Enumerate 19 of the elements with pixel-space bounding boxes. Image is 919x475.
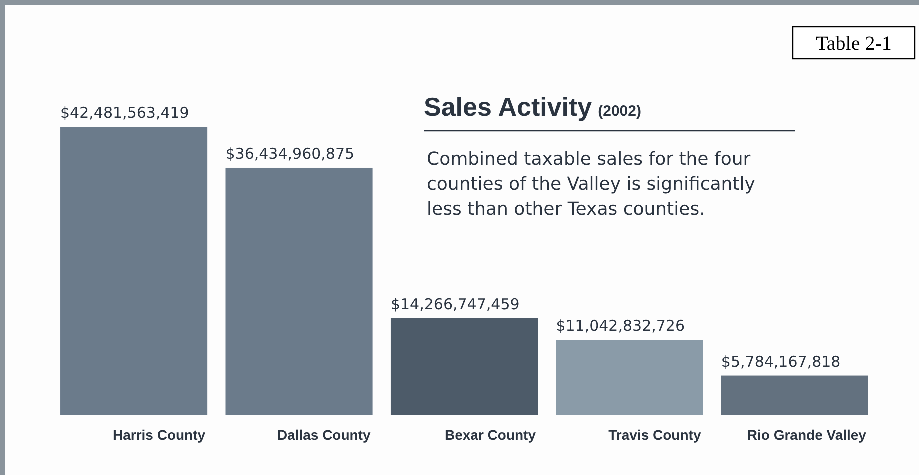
bar [556, 340, 704, 415]
annotation: Combined taxable sales for the four counties of the Valley is significantly less than other Texas counties. [427, 149, 756, 220]
data-label: $14,266,747,459 [390, 295, 520, 314]
data-label: $36,434,960,875 [226, 144, 355, 163]
chart-subtitle: (2002) [598, 103, 642, 120]
x-tick-label: Bexar County [444, 427, 536, 443]
x-tick-label: Travis County [608, 427, 702, 443]
x-tick-label: Dallas County [277, 427, 372, 443]
data-label: $42,481,563,419 [60, 104, 190, 122]
data-label: $11,042,832,726 [556, 317, 686, 336]
chart-title: Sales Activity [424, 92, 593, 122]
x-tick-label: Rio Grande Valley [747, 427, 867, 443]
x-tick-label: Harris County [112, 427, 206, 443]
data-label: $5,784,167,818 [721, 352, 841, 371]
bar [226, 168, 373, 415]
bar [721, 376, 868, 415]
bar [390, 318, 538, 415]
caption: Table 2-1 [816, 33, 892, 55]
bar [60, 127, 208, 415]
